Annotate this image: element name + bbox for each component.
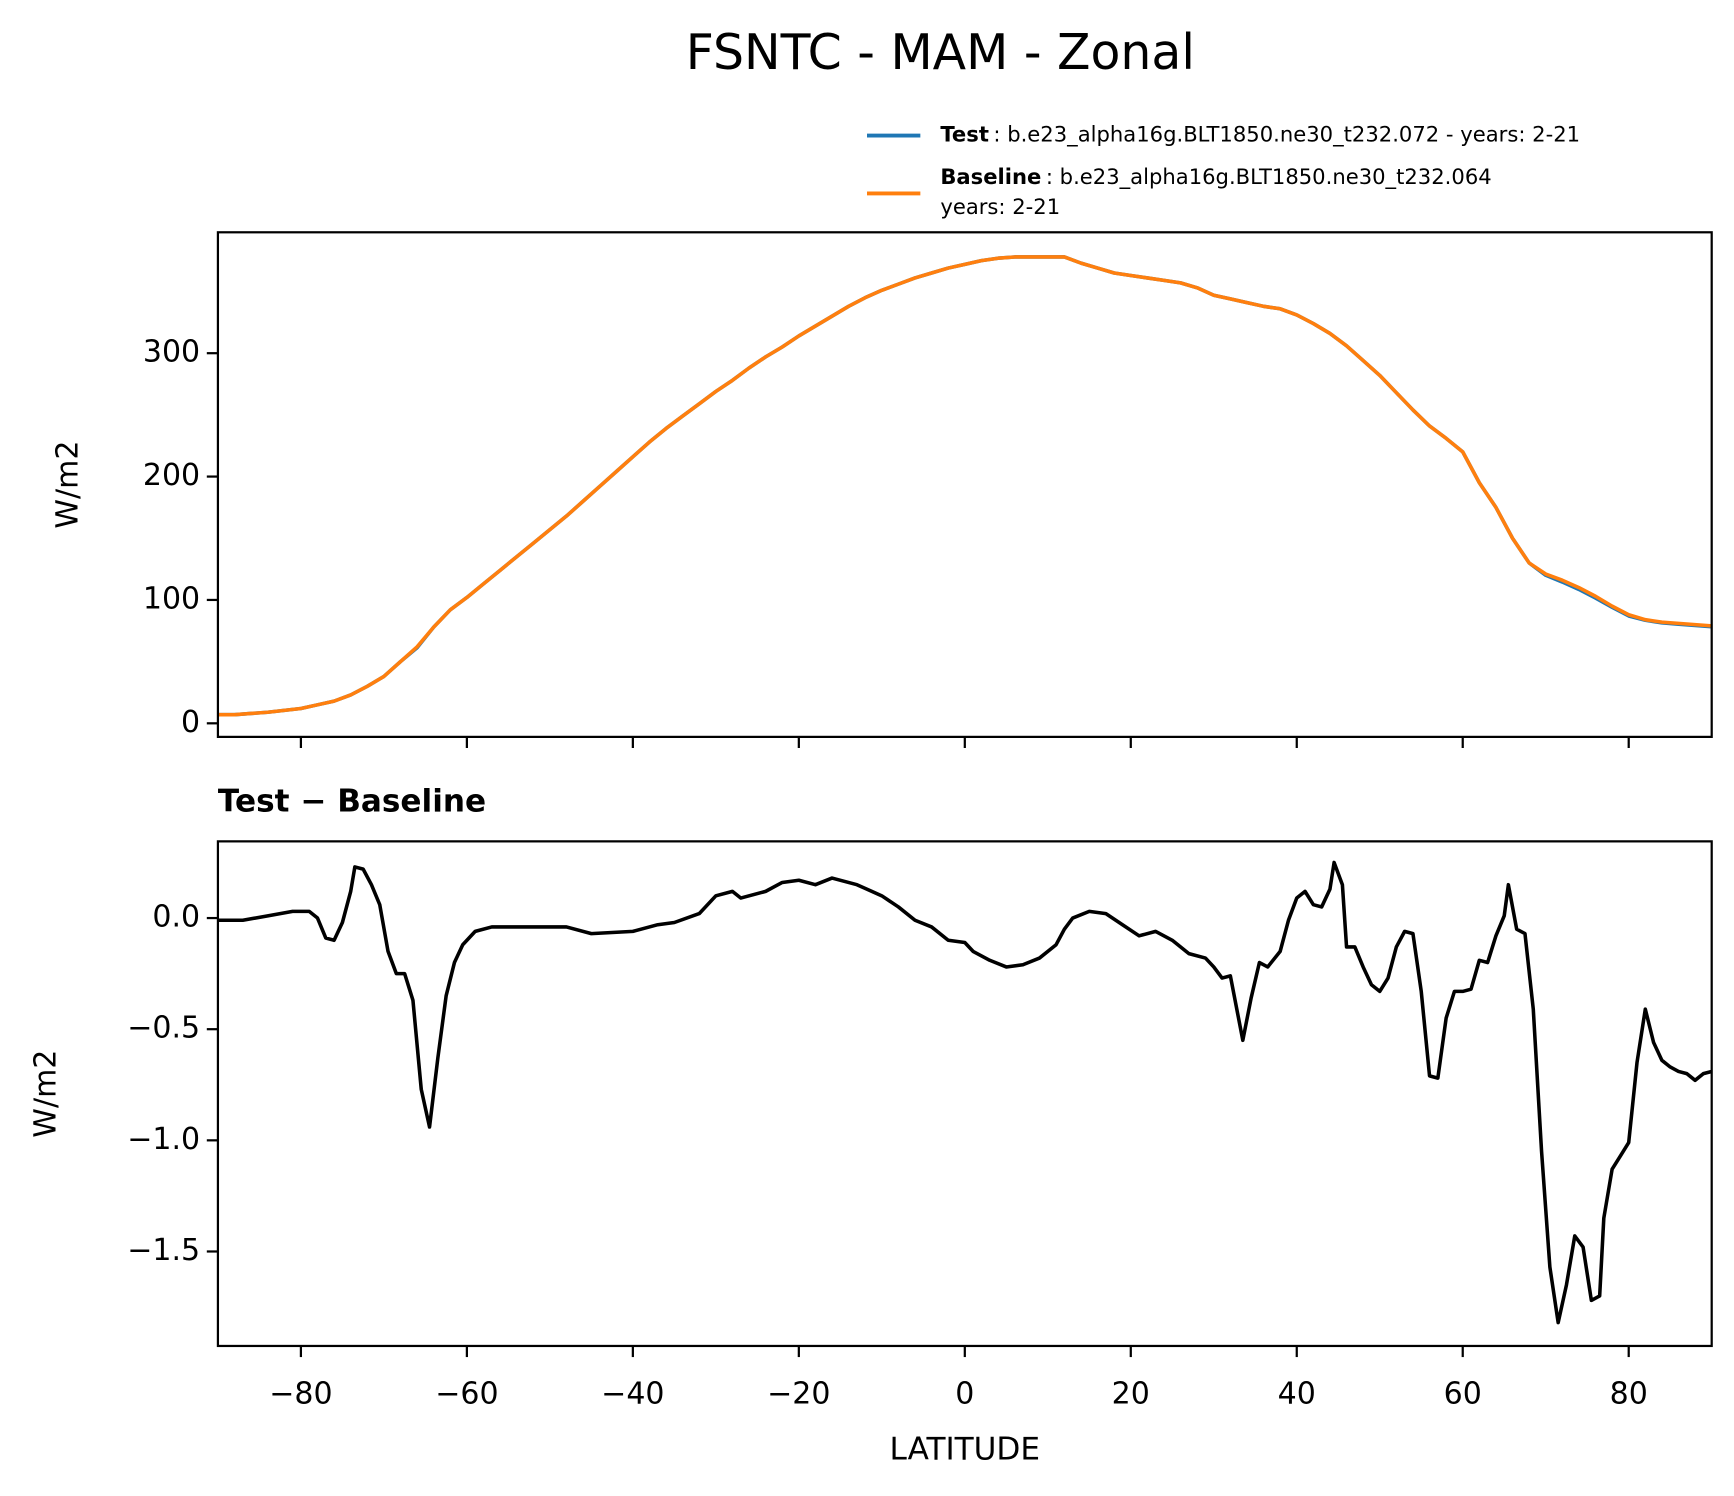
y-axis-label: W/m2 [50, 441, 85, 529]
chart-title: FSNTC - MAM - Zonal [686, 24, 1195, 81]
x-tick-label: 0 [955, 1376, 974, 1411]
plot-frame [216, 840, 1713, 1348]
legend-description: : b.e23_alpha16g.BLT1850.ne30_t232.072 -… [993, 122, 1580, 148]
y-tick-label: 100 [143, 581, 200, 616]
legend-name: Baseline [940, 164, 1041, 189]
legend-label: Test: b.e23_alpha16g.BLT1850.ne30_t232.0… [940, 122, 1580, 148]
legend-name: Test [940, 122, 989, 147]
x-tick-label: 20 [1112, 1376, 1150, 1411]
y-axis-label: W/m2 [28, 1050, 63, 1138]
legend-description: years: 2-21 [940, 194, 1060, 219]
x-tick-label: 60 [1444, 1376, 1482, 1411]
data-line [217, 860, 1712, 1325]
data-line [217, 255, 1712, 717]
legend-description: : b.e23_alpha16g.BLT1850.ne30_t232.064 [1046, 164, 1492, 190]
y-tick-label: −1.5 [127, 1233, 200, 1268]
subplot-title: Test − Baseline [218, 783, 486, 819]
x-tick-label: 80 [1610, 1376, 1648, 1411]
x-tick-label: −20 [767, 1376, 830, 1411]
y-tick-label: 200 [143, 458, 200, 493]
y-tick-label: 0.0 [152, 900, 200, 935]
x-axis-label: LATITUDE [890, 1431, 1040, 1467]
x-tick-label: 40 [1278, 1376, 1316, 1411]
legend-label: Baseline: b.e23_alpha16g.BLT1850.ne30_t2… [940, 164, 1491, 190]
x-tick-label: −40 [601, 1376, 664, 1411]
plot-frame [216, 231, 1713, 738]
y-tick-label: −1.0 [127, 1122, 200, 1157]
y-tick-label: 300 [143, 335, 200, 370]
x-tick-label: −60 [435, 1376, 498, 1411]
y-tick-label: −0.5 [127, 1011, 200, 1046]
y-tick-label: 0 [181, 705, 200, 740]
x-tick-label: −80 [269, 1376, 332, 1411]
